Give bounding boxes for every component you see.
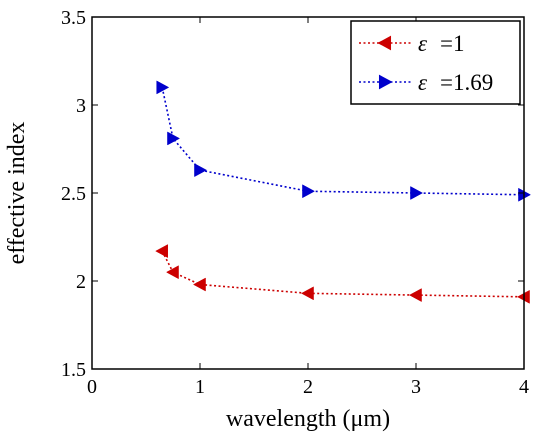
y-tick-label: 3.5 <box>61 7 86 29</box>
legend-symbol-0: ε <box>418 31 428 56</box>
y-axis-label: effective index <box>4 122 30 265</box>
x-tick-label: 1 <box>195 376 205 398</box>
y-tick-label: 2 <box>76 271 86 293</box>
y-tick-label: 2.5 <box>61 183 86 205</box>
legend-value-1: =1.69 <box>440 70 493 95</box>
y-tick-label: 1.5 <box>61 359 86 381</box>
ticks-layer: 0 1 2 3 4 1.5 2 2.5 3 3.5 <box>61 7 529 398</box>
x-axis-label: wavelength (μm) <box>226 406 390 432</box>
x-tick-label: 2 <box>303 376 313 398</box>
series-point-0 <box>192 277 206 292</box>
legend-entries: ε =1 ε =1.69 <box>359 31 493 95</box>
legend-box <box>350 20 521 105</box>
series-point-0 <box>155 244 168 258</box>
legend-marker-1 <box>378 74 393 90</box>
series-point-0 <box>165 265 179 280</box>
legend: ε =1 ε =1.69 <box>350 20 521 105</box>
y-tick-label: 3 <box>76 95 86 117</box>
legend-value-0: =1 <box>440 31 464 56</box>
series-point-0 <box>300 286 314 301</box>
x-tick-label: 0 <box>87 376 97 398</box>
series-line-0 <box>161 250 525 298</box>
x-tick-label: 3 <box>411 376 421 398</box>
series-point-1 <box>302 184 316 199</box>
series-point-0 <box>408 288 422 302</box>
series-layer <box>155 80 532 304</box>
series-point-1 <box>167 131 181 146</box>
series-point-1 <box>410 186 424 200</box>
legend-marker-0 <box>377 35 392 51</box>
x-tick-label: 4 <box>519 376 529 398</box>
series-point-1 <box>194 163 208 178</box>
series-point-1 <box>156 80 170 95</box>
series-line-1 <box>161 87 525 196</box>
legend-symbol-1: ε <box>418 70 428 95</box>
